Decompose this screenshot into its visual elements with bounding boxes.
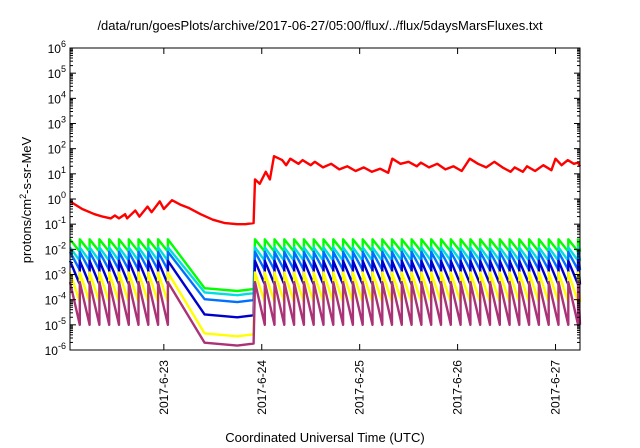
y-tick-label: 10-3 xyxy=(45,266,66,283)
y-axis-label: protons/cm2-s-sr-MeV xyxy=(17,136,35,264)
y-tick-label: 10-1 xyxy=(45,215,66,232)
x-tick-label: 2017-6-24 xyxy=(255,360,269,415)
y-tick-label: 102 xyxy=(48,140,66,157)
x-tick-label: 2017-6-25 xyxy=(353,360,367,415)
chart-title: /data/run/goesPlots/archive/2017-06-27/0… xyxy=(97,18,543,33)
y-tick-label: 10-4 xyxy=(45,291,66,308)
y-tick-label: 10-6 xyxy=(45,341,66,358)
y-tick-label: 105 xyxy=(48,64,66,81)
x-tick-label: 2017-6-27 xyxy=(549,360,563,415)
y-tick-label: 104 xyxy=(48,89,66,106)
y-tick-label: 106 xyxy=(48,39,66,56)
y-tick-label: 100 xyxy=(48,190,66,207)
x-axis-label: Coordinated Universal Time (UTC) xyxy=(225,430,425,445)
y-tick-label: 10-2 xyxy=(45,240,66,257)
y-tick-label: 103 xyxy=(48,115,66,132)
x-tick-label: 2017-6-23 xyxy=(157,360,171,415)
series-line-6 xyxy=(68,280,582,347)
y-tick-label: 101 xyxy=(48,165,66,182)
y-tick-label: 10-5 xyxy=(45,316,66,333)
x-tick-label: 2017-6-26 xyxy=(451,360,465,415)
series-line-0 xyxy=(69,155,582,226)
plot-frame xyxy=(69,47,581,351)
